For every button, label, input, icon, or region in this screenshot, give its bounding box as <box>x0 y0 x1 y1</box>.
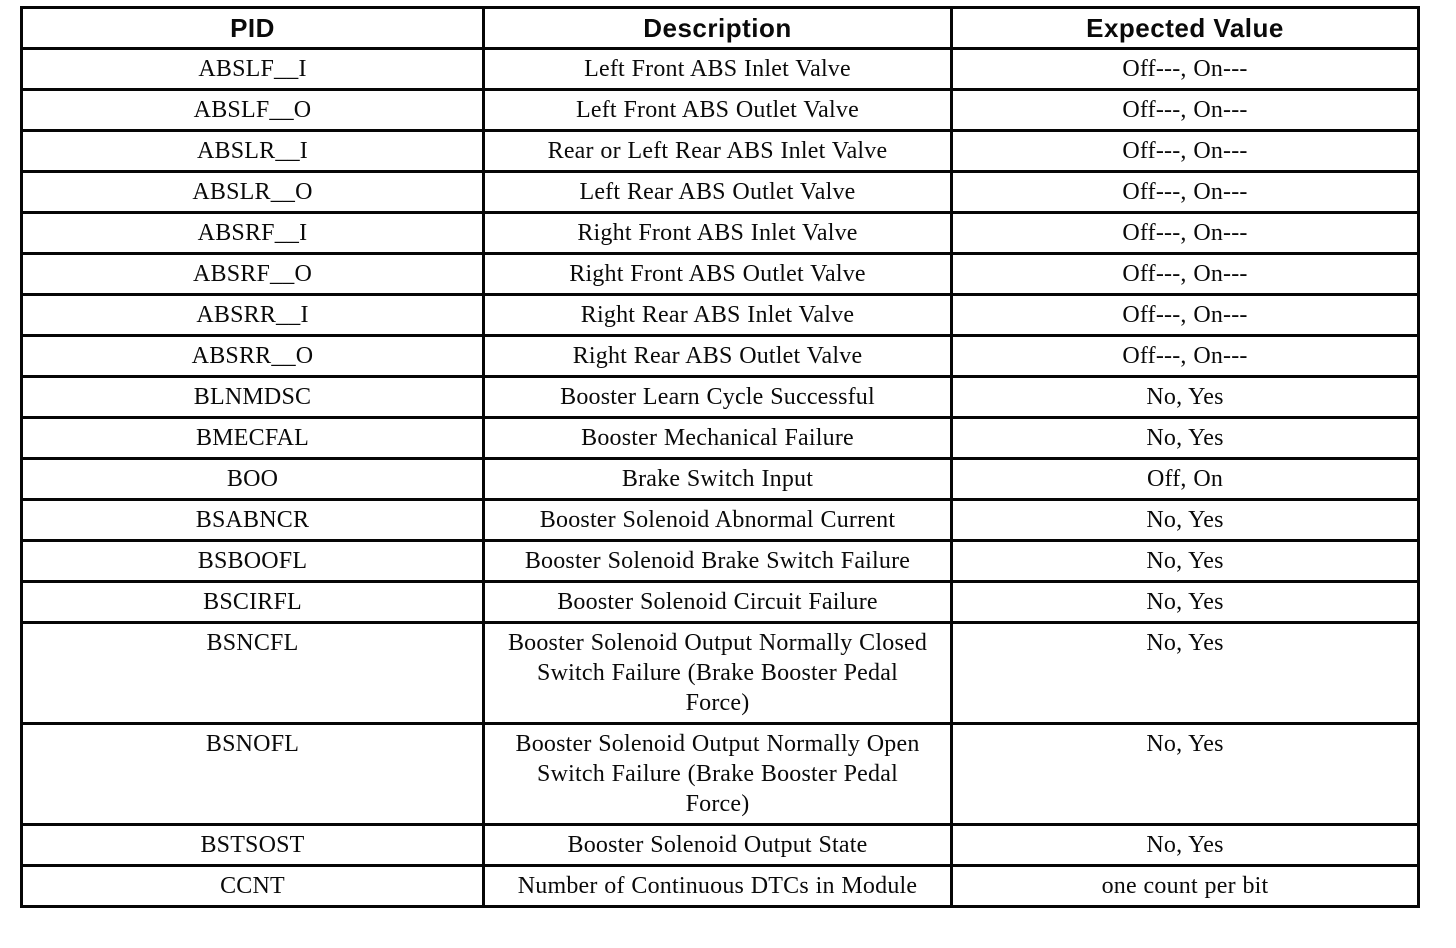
expected-cell: No, Yes <box>950 823 1420 867</box>
expected-cell: No, Yes <box>950 722 1420 826</box>
pid-cell: BSABNCR <box>20 498 485 542</box>
description-cell: Booster Mechanical Failure <box>482 416 953 460</box>
expected-cell: Off, On <box>950 457 1420 501</box>
pid-table: PID Description Expected Value ABSLF__I L… <box>20 6 1420 908</box>
expected-cell: No, Yes <box>950 498 1420 542</box>
expected-cell: Off---, On--- <box>950 334 1420 378</box>
description-cell: Booster Solenoid Output Normally Closed … <box>482 621 953 725</box>
description-cell: Left Rear ABS Outlet Valve <box>482 170 953 214</box>
description-cell: Booster Solenoid Abnormal Current <box>482 498 953 542</box>
description-cell: Right Rear ABS Outlet Valve <box>482 334 953 378</box>
expected-cell: Off---, On--- <box>950 252 1420 296</box>
pid-cell: BSCIRFL <box>20 580 485 624</box>
pid-cell: BMECFAL <box>20 416 485 460</box>
expected-cell: Off---, On--- <box>950 47 1420 91</box>
pid-cell: BSBOOFL <box>20 539 485 583</box>
table-row: BLNMDSC Booster Learn Cycle Successful No,… <box>20 375 1420 419</box>
description-cell: Booster Learn Cycle Successful <box>482 375 953 419</box>
expected-cell: No, Yes <box>950 580 1420 624</box>
table-row: CCNT Number of Continuous DTCs in Module o… <box>20 864 1420 908</box>
description-cell: Brake Switch Input <box>482 457 953 501</box>
table-row: ABSRR__O Right Rear ABS Outlet Valve Off--… <box>20 334 1420 378</box>
table-row: BSTSOST Booster Solenoid Output State No, … <box>20 823 1420 867</box>
table-row: BOO Brake Switch Input Off, On <box>20 457 1420 501</box>
pid-cell: ABSRF__O <box>20 252 485 296</box>
expected-cell: No, Yes <box>950 416 1420 460</box>
pid-cell: ABSRR__O <box>20 334 485 378</box>
table-row: BSNOFL Booster Solenoid Output Normally O… <box>20 722 1420 826</box>
expected-cell: No, Yes <box>950 375 1420 419</box>
pid-cell: CCNT <box>20 864 485 908</box>
column-header-description: Description <box>482 6 953 50</box>
expected-cell: No, Yes <box>950 621 1420 725</box>
pid-cell: ABSLF__O <box>20 88 485 132</box>
pid-cell: BSNOFL <box>20 722 485 826</box>
pid-cell: ABSLR__O <box>20 170 485 214</box>
table-row: BSCIRFL Booster Solenoid Circuit Failure N… <box>20 580 1420 624</box>
pid-cell: BLNMDSC <box>20 375 485 419</box>
table-row: ABSLF__I Left Front ABS Inlet Valve Off---… <box>20 47 1420 91</box>
pid-cell: ABSLR__I <box>20 129 485 173</box>
table-row: ABSRF__O Right Front ABS Outlet Valve Off-… <box>20 252 1420 296</box>
expected-cell: Off---, On--- <box>950 293 1420 337</box>
expected-cell: Off---, On--- <box>950 211 1420 255</box>
pid-cell: ABSRF__I <box>20 211 485 255</box>
column-header-expected-value: Expected Value <box>950 6 1420 50</box>
header-row: PID Description Expected Value <box>20 6 1420 50</box>
table-row: BMECFAL Booster Mechanical Failure No, Yes <box>20 416 1420 460</box>
table-row: BSABNCR Booster Solenoid Abnormal Current… <box>20 498 1420 542</box>
pid-cell: ABSLF__I <box>20 47 485 91</box>
table-row: ABSLR__I Rear or Left Rear ABS Inlet Valv… <box>20 129 1420 173</box>
description-cell: Booster Solenoid Brake Switch Failure <box>482 539 953 583</box>
table-body: ABSLF__I Left Front ABS Inlet Valve Off---… <box>20 47 1420 908</box>
description-cell: Left Front ABS Outlet Valve <box>482 88 953 132</box>
description-cell: Right Front ABS Outlet Valve <box>482 252 953 296</box>
expected-cell: Off---, On--- <box>950 129 1420 173</box>
table-row: ABSLF__O Left Front ABS Outlet Valve Off--… <box>20 88 1420 132</box>
description-cell: Right Rear ABS Inlet Valve <box>482 293 953 337</box>
table-row: BSNCFL Booster Solenoid Output Normally C… <box>20 621 1420 725</box>
pid-cell: BSNCFL <box>20 621 485 725</box>
expected-cell: Off---, On--- <box>950 170 1420 214</box>
description-cell: Number of Continuous DTCs in Module <box>482 864 953 908</box>
description-cell: Booster Solenoid Output State <box>482 823 953 867</box>
description-cell: Booster Solenoid Output Normally Open Sw… <box>482 722 953 826</box>
description-cell: Right Front ABS Inlet Valve <box>482 211 953 255</box>
pid-cell: BOO <box>20 457 485 501</box>
column-header-pid: PID <box>20 6 485 50</box>
description-cell: Left Front ABS Inlet Valve <box>482 47 953 91</box>
table-row: ABSLR__O Left Rear ABS Outlet Valve Off---… <box>20 170 1420 214</box>
table-row: ABSRF__I Right Front ABS Inlet Valve Off--… <box>20 211 1420 255</box>
table-row: BSBOOFL Booster Solenoid Brake Switch Fai… <box>20 539 1420 583</box>
description-cell: Booster Solenoid Circuit Failure <box>482 580 953 624</box>
expected-cell: Off---, On--- <box>950 88 1420 132</box>
expected-cell: No, Yes <box>950 539 1420 583</box>
expected-cell: one count per bit <box>950 864 1420 908</box>
pid-cell: ABSRR__I <box>20 293 485 337</box>
table-row: ABSRR__I Right Rear ABS Inlet Valve Off---… <box>20 293 1420 337</box>
description-cell: Rear or Left Rear ABS Inlet Valve <box>482 129 953 173</box>
pid-cell: BSTSOST <box>20 823 485 867</box>
table-header: PID Description Expected Value <box>20 6 1420 50</box>
